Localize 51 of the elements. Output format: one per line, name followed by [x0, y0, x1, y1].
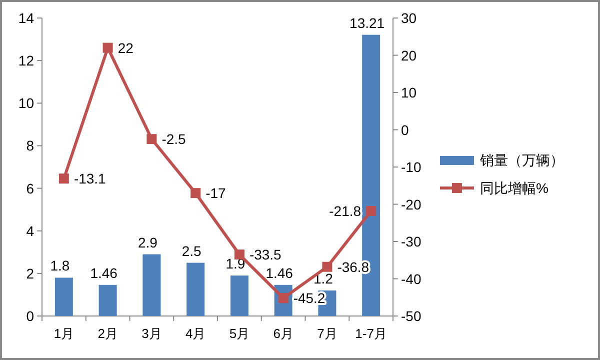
data-label: 13.21 — [350, 14, 385, 31]
data-label: -17 — [206, 185, 226, 202]
y2-tick-label: 20 — [401, 47, 417, 64]
data-label: -21.8 — [329, 202, 362, 219]
bar — [98, 284, 117, 316]
x-tick-label: 3月 — [142, 326, 162, 341]
x-tick-label: 6月 — [273, 326, 294, 341]
y-tick-label: 2 — [26, 265, 34, 282]
x-tick-label: 7月 — [317, 326, 338, 341]
y-tick-label: 8 — [26, 138, 34, 154]
y2-tick-label: 30 — [401, 10, 417, 26]
data-label: -33.5 — [249, 246, 282, 263]
point — [102, 42, 113, 53]
y2-tick-label: -20 — [401, 196, 422, 212]
y2-tick-label: -40 — [401, 270, 422, 287]
legend-label: 销量（万辆） — [479, 152, 564, 168]
data-label: -13.1 — [74, 170, 106, 187]
data-label: 1.8 — [50, 258, 70, 274]
y-tick-label: 4 — [26, 222, 34, 239]
y-tick-label: 12 — [18, 52, 34, 69]
x-tick-label: 1月 — [54, 326, 74, 341]
x-tick-label: 1-7月 — [355, 326, 387, 341]
y-tick-label: 6 — [26, 180, 34, 196]
y2-tick-label: -10 — [401, 159, 422, 175]
bar — [54, 278, 73, 316]
data-label: -2.5 — [162, 131, 186, 148]
data-label: 1.9 — [226, 256, 246, 272]
data-label: 1.46 — [266, 264, 294, 281]
bar — [142, 254, 161, 316]
legend-label: 同比增幅% — [480, 180, 548, 196]
x-tick-label: 2月 — [98, 326, 118, 341]
point — [190, 188, 201, 198]
x-tick-label: 5月 — [229, 326, 250, 341]
y2-tick-label: 10 — [401, 84, 417, 100]
data-label: 2.5 — [182, 242, 202, 259]
y2-tick-label: -50 — [401, 308, 422, 324]
data-label: 1.46 — [90, 264, 118, 281]
y-tick-label: 14 — [18, 10, 34, 26]
y2-tick-label: -30 — [401, 234, 422, 250]
point — [366, 206, 376, 216]
bar — [186, 262, 205, 316]
x-tick-label: 4月 — [185, 326, 206, 341]
point — [146, 134, 157, 144]
data-label: 22 — [118, 40, 134, 56]
point — [322, 262, 332, 272]
point — [58, 174, 69, 184]
y-tick-label: 10 — [18, 95, 34, 112]
bar — [230, 276, 248, 316]
data-label: 2.9 — [138, 234, 158, 250]
y2-tick-label: 0 — [401, 122, 409, 138]
y-tick-label: 0 — [26, 308, 34, 324]
